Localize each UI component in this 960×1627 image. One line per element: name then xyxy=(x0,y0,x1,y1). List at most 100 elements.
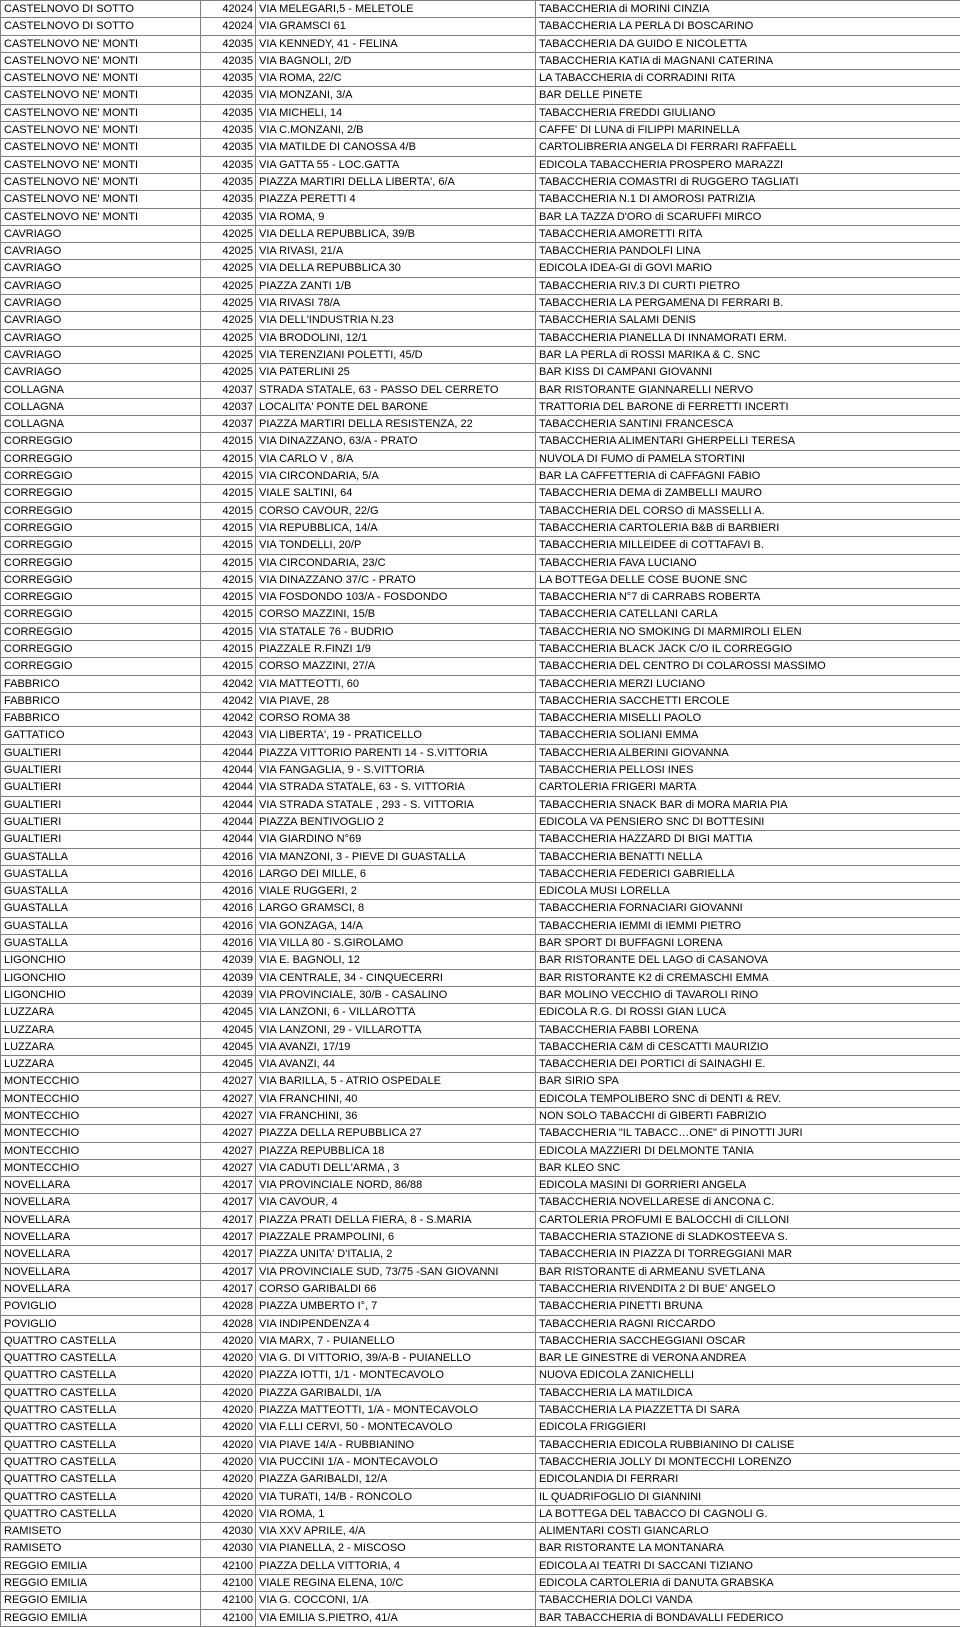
cap-cell: 42035 xyxy=(201,139,256,156)
cap-cell: 42020 xyxy=(201,1367,256,1384)
city-cell: CORREGGIO xyxy=(1,519,201,536)
name-cell: TABACCHERIA DEL CENTRO DI COLAROSSI MASS… xyxy=(536,658,960,675)
city-cell: CAVRIAGO xyxy=(1,329,201,346)
table-row: COLLAGNA42037STRADA STATALE, 63 - PASSO … xyxy=(1,381,960,398)
address-cell: PIAZZALE R.FINZI 1/9 xyxy=(256,640,536,657)
table-row: GUASTALLA42016VIALE RUGGERI, 2EDICOLA MU… xyxy=(1,883,960,900)
city-cell: RAMISETO xyxy=(1,1540,201,1557)
city-cell: CORREGGIO xyxy=(1,537,201,554)
address-cell: VIA CADUTI DELL'ARMA , 3 xyxy=(256,1159,536,1176)
table-row: QUATTRO CASTELLA42020PIAZZA IOTTI, 1/1 -… xyxy=(1,1367,960,1384)
address-cell: PIAZZA UMBERTO I°, 7 xyxy=(256,1298,536,1315)
city-cell: POVIGLIO xyxy=(1,1315,201,1332)
cap-cell: 42100 xyxy=(201,1609,256,1626)
table-row: CASTELNOVO NE' MONTI42035VIA ROMA, 22/CL… xyxy=(1,70,960,87)
table-row: NOVELLARA42017VIA CAVOUR, 4TABACCHERIA N… xyxy=(1,1194,960,1211)
name-cell: BAR KLEO SNC xyxy=(536,1159,960,1176)
cap-cell: 42027 xyxy=(201,1142,256,1159)
name-cell: CARTOLERIA FRIGERI MARTA xyxy=(536,779,960,796)
city-cell: REGGIO EMILIA xyxy=(1,1609,201,1626)
cap-cell: 42027 xyxy=(201,1073,256,1090)
cap-cell: 42015 xyxy=(201,537,256,554)
cap-cell: 42015 xyxy=(201,640,256,657)
table-row: LIGONCHIO42039VIA PROVINCIALE, 30/B - CA… xyxy=(1,986,960,1003)
table-row: GUASTALLA42016LARGO GRAMSCI, 8TABACCHERI… xyxy=(1,900,960,917)
address-cell: VIALE SALTINI, 64 xyxy=(256,485,536,502)
cap-cell: 42017 xyxy=(201,1194,256,1211)
table-row: CASTELNOVO NE' MONTI42035VIA C.MONZANI, … xyxy=(1,122,960,139)
address-cell: VIA PUCCINI 1/A - MONTECAVOLO xyxy=(256,1453,536,1470)
city-cell: CAVRIAGO xyxy=(1,364,201,381)
cap-cell: 42020 xyxy=(201,1436,256,1453)
name-cell: BAR KISS DI CAMPANI GIOVANNI xyxy=(536,364,960,381)
cap-cell: 42030 xyxy=(201,1540,256,1557)
cap-cell: 42015 xyxy=(201,519,256,536)
name-cell: TABACCHERIA BENATTI NELLA xyxy=(536,848,960,865)
cap-cell: 42035 xyxy=(201,156,256,173)
city-cell: REGGIO EMILIA xyxy=(1,1575,201,1592)
city-cell: GUALTIERI xyxy=(1,831,201,848)
cap-cell: 42024 xyxy=(201,18,256,35)
city-cell: GUASTALLA xyxy=(1,848,201,865)
name-cell: TABACCHERIA ALIMENTARI GHERPELLI TERESA xyxy=(536,433,960,450)
cap-cell: 42016 xyxy=(201,883,256,900)
cap-cell: 42044 xyxy=(201,744,256,761)
cap-cell: 42035 xyxy=(201,122,256,139)
table-row: NOVELLARA42017PIAZZA UNITA' D'ITALIA, 2T… xyxy=(1,1246,960,1263)
city-cell: NOVELLARA xyxy=(1,1280,201,1297)
city-cell: LUZZARA xyxy=(1,1038,201,1055)
name-cell: BAR LA CAFFETTERIA di CAFFAGNI FABIO xyxy=(536,468,960,485)
name-cell: EDICOLA AI TEATRI DI SACCANI TIZIANO xyxy=(536,1557,960,1574)
address-cell: VIA STATALE 76 - BUDRIO xyxy=(256,623,536,640)
city-cell: CAVRIAGO xyxy=(1,243,201,260)
cap-cell: 42028 xyxy=(201,1315,256,1332)
name-cell: IL QUADRIFOGLIO DI GIANNINI xyxy=(536,1488,960,1505)
city-cell: FABBRICO xyxy=(1,675,201,692)
name-cell: BAR LA PERLA di ROSSI MARIKA & C. SNC xyxy=(536,346,960,363)
table-row: LUZZARA42045VIA LANZONI, 29 - VILLAROTTA… xyxy=(1,1021,960,1038)
table-row: POVIGLIO42028PIAZZA UMBERTO I°, 7TABACCH… xyxy=(1,1298,960,1315)
cap-cell: 42017 xyxy=(201,1177,256,1194)
cap-cell: 42017 xyxy=(201,1263,256,1280)
name-cell: EDICOLA CARTOLERIA di DANUTA GRABSKA xyxy=(536,1575,960,1592)
city-cell: CORREGGIO xyxy=(1,623,201,640)
address-cell: VIA CENTRALE, 34 - CINQUECERRI xyxy=(256,969,536,986)
table-row: MONTECCHIO42027PIAZZA DELLA REPUBBLICA 2… xyxy=(1,1125,960,1142)
address-cell: PIAZZA IOTTI, 1/1 - MONTECAVOLO xyxy=(256,1367,536,1384)
city-cell: NOVELLARA xyxy=(1,1229,201,1246)
city-cell: CAVRIAGO xyxy=(1,225,201,242)
name-cell: TABACCHERIA CARTOLERIA B&B di BARBIERI xyxy=(536,519,960,536)
name-cell: CAFFE' DI LUNA di FILIPPI MARINELLA xyxy=(536,122,960,139)
address-cell: VIA TURATI, 14/B - RONCOLO xyxy=(256,1488,536,1505)
city-cell: NOVELLARA xyxy=(1,1177,201,1194)
table-row: GUALTIERI42044VIA STRADA STATALE , 293 -… xyxy=(1,796,960,813)
city-cell: CASTELNOVO NE' MONTI xyxy=(1,139,201,156)
city-cell: QUATTRO CASTELLA xyxy=(1,1350,201,1367)
address-cell: VIA LANZONI, 29 - VILLAROTTA xyxy=(256,1021,536,1038)
address-cell: VIA ROMA, 1 xyxy=(256,1505,536,1522)
name-cell: TABACCHERIA MERZI LUCIANO xyxy=(536,675,960,692)
city-cell: CASTELNOVO NE' MONTI xyxy=(1,70,201,87)
address-cell: PIAZZA PRATI DELLA FIERA, 8 - S.MARIA xyxy=(256,1211,536,1228)
city-cell: MONTECCHIO xyxy=(1,1159,201,1176)
address-cell: CORSO GARIBALDI 66 xyxy=(256,1280,536,1297)
city-cell: RAMISETO xyxy=(1,1523,201,1540)
table-row: CAVRIAGO42025VIA DELLA REPUBBLICA, 39/BT… xyxy=(1,225,960,242)
table-row: QUATTRO CASTELLA42020VIA PIAVE 14/A - RU… xyxy=(1,1436,960,1453)
table-row: MONTECCHIO42027VIA FRANCHINI, 40EDICOLA … xyxy=(1,1090,960,1107)
table-row: REGGIO EMILIA42100PIAZZA DELLA VITTORIA,… xyxy=(1,1557,960,1574)
table-row: QUATTRO CASTELLA42020VIA F.LLI CERVI, 50… xyxy=(1,1419,960,1436)
cap-cell: 42016 xyxy=(201,900,256,917)
cap-cell: 42020 xyxy=(201,1505,256,1522)
city-cell: CORREGGIO xyxy=(1,450,201,467)
table-row: FABBRICO42042VIA PIAVE, 28TABACCHERIA SA… xyxy=(1,692,960,709)
cap-cell: 42045 xyxy=(201,1056,256,1073)
address-cell: VIA GONZAGA, 14/A xyxy=(256,917,536,934)
cap-cell: 42025 xyxy=(201,364,256,381)
address-cell: VIA MONZANI, 3/A xyxy=(256,87,536,104)
table-row: QUATTRO CASTELLA42020PIAZZA GARIBALDI, 1… xyxy=(1,1471,960,1488)
cap-cell: 42015 xyxy=(201,468,256,485)
cap-cell: 42016 xyxy=(201,917,256,934)
cap-cell: 42037 xyxy=(201,416,256,433)
cap-cell: 42017 xyxy=(201,1280,256,1297)
